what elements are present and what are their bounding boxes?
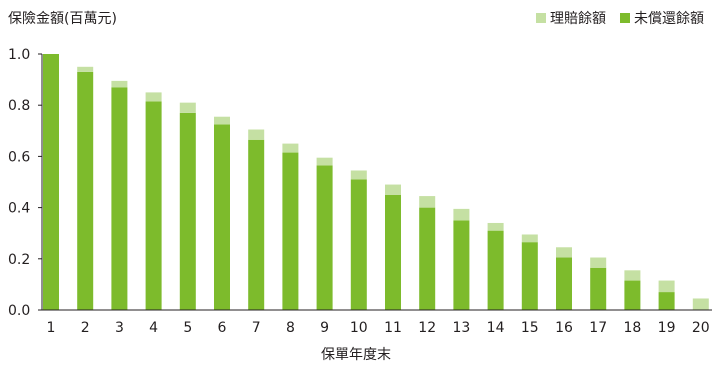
bar-claim-17 bbox=[590, 257, 607, 268]
bar-claim-11 bbox=[385, 184, 401, 195]
legend-swatch-claim bbox=[536, 13, 546, 23]
bar-claim-9 bbox=[316, 157, 333, 166]
bar-claim-10 bbox=[350, 170, 367, 180]
bar-claim-2 bbox=[77, 66, 94, 72]
bar-claim-18 bbox=[624, 270, 641, 281]
bar-claim-16 bbox=[556, 247, 572, 258]
bar-outstanding-19 bbox=[658, 292, 675, 310]
bar-outstanding-16 bbox=[556, 257, 572, 310]
bar-claim-15 bbox=[521, 234, 538, 243]
bar-outstanding-7 bbox=[248, 139, 265, 310]
legend-item-claim: 理賠餘額 bbox=[536, 8, 606, 28]
y-axis-title: 保險金額(百萬元) bbox=[8, 11, 117, 27]
bar-claim-5 bbox=[179, 102, 196, 113]
bar-claim-8 bbox=[282, 143, 299, 153]
x-tick-label: 13 bbox=[452, 320, 470, 336]
bar-claim-12 bbox=[419, 196, 436, 208]
bar-outstanding-17 bbox=[590, 267, 607, 310]
y-tick-label: 0.4 bbox=[8, 201, 30, 217]
x-tick-label: 20 bbox=[692, 320, 710, 336]
x-tick-label: 4 bbox=[149, 320, 158, 336]
bar-outstanding-11 bbox=[385, 194, 401, 310]
bar-claim-20 bbox=[692, 298, 709, 310]
x-tick-label: 9 bbox=[320, 320, 329, 336]
x-tick-label: 11 bbox=[384, 320, 402, 336]
bar-outstanding-3 bbox=[111, 87, 128, 310]
x-tick-label: 15 bbox=[521, 320, 539, 336]
bar-outstanding-18 bbox=[624, 280, 641, 310]
x-tick-label: 17 bbox=[589, 320, 607, 336]
legend-label-claim: 理賠餘額 bbox=[550, 11, 606, 27]
x-tick-label: 2 bbox=[81, 320, 90, 336]
bar-outstanding-1 bbox=[43, 54, 59, 310]
bar-claim-14 bbox=[487, 222, 504, 231]
x-tick-label: 6 bbox=[218, 320, 227, 336]
x-tick-label: 7 bbox=[252, 320, 261, 336]
bar-outstanding-14 bbox=[487, 230, 504, 310]
bar-outstanding-2 bbox=[77, 71, 94, 310]
y-tick-label: 0.8 bbox=[8, 98, 30, 114]
bar-claim-19 bbox=[658, 280, 675, 293]
bar-claim-3 bbox=[111, 80, 128, 88]
legend: 理賠餘額 未償還餘額 bbox=[536, 8, 704, 28]
x-axis-title: 保單年度末 bbox=[321, 347, 391, 363]
bar-outstanding-13 bbox=[453, 220, 470, 310]
bar-claim-13 bbox=[453, 208, 470, 221]
x-tick-label: 1 bbox=[47, 320, 56, 336]
x-tick-label: 10 bbox=[350, 320, 368, 336]
y-tick-label: 1.0 bbox=[8, 47, 30, 63]
bar-outstanding-9 bbox=[316, 165, 333, 310]
bar-outstanding-8 bbox=[282, 152, 299, 310]
bar-outstanding-6 bbox=[214, 124, 230, 311]
x-tick-label: 14 bbox=[487, 320, 505, 336]
x-tick-label: 19 bbox=[658, 320, 676, 336]
bar-outstanding-15 bbox=[521, 242, 538, 310]
bar-outstanding-5 bbox=[179, 112, 196, 310]
bar-outstanding-4 bbox=[145, 101, 162, 310]
x-tick-label: 12 bbox=[418, 320, 436, 336]
legend-swatch-outstanding bbox=[620, 13, 630, 23]
x-tick-label: 18 bbox=[623, 320, 641, 336]
x-tick-label: 8 bbox=[286, 320, 295, 336]
bar-claim-6 bbox=[214, 116, 230, 125]
bar-outstanding-10 bbox=[350, 179, 367, 310]
bar-outstanding-12 bbox=[419, 207, 436, 310]
bar-claim-4 bbox=[145, 92, 162, 102]
x-tick-label: 16 bbox=[555, 320, 573, 336]
x-tick-label: 3 bbox=[115, 320, 124, 336]
legend-label-outstanding: 未償還餘額 bbox=[634, 11, 704, 27]
legend-item-outstanding: 未償還餘額 bbox=[620, 8, 704, 28]
bar-claim-7 bbox=[248, 129, 265, 140]
y-tick-label: 0.2 bbox=[8, 252, 30, 268]
y-tick-label: 0.6 bbox=[8, 149, 30, 165]
y-tick-label: 0.0 bbox=[8, 303, 30, 319]
x-tick-label: 5 bbox=[183, 320, 192, 336]
